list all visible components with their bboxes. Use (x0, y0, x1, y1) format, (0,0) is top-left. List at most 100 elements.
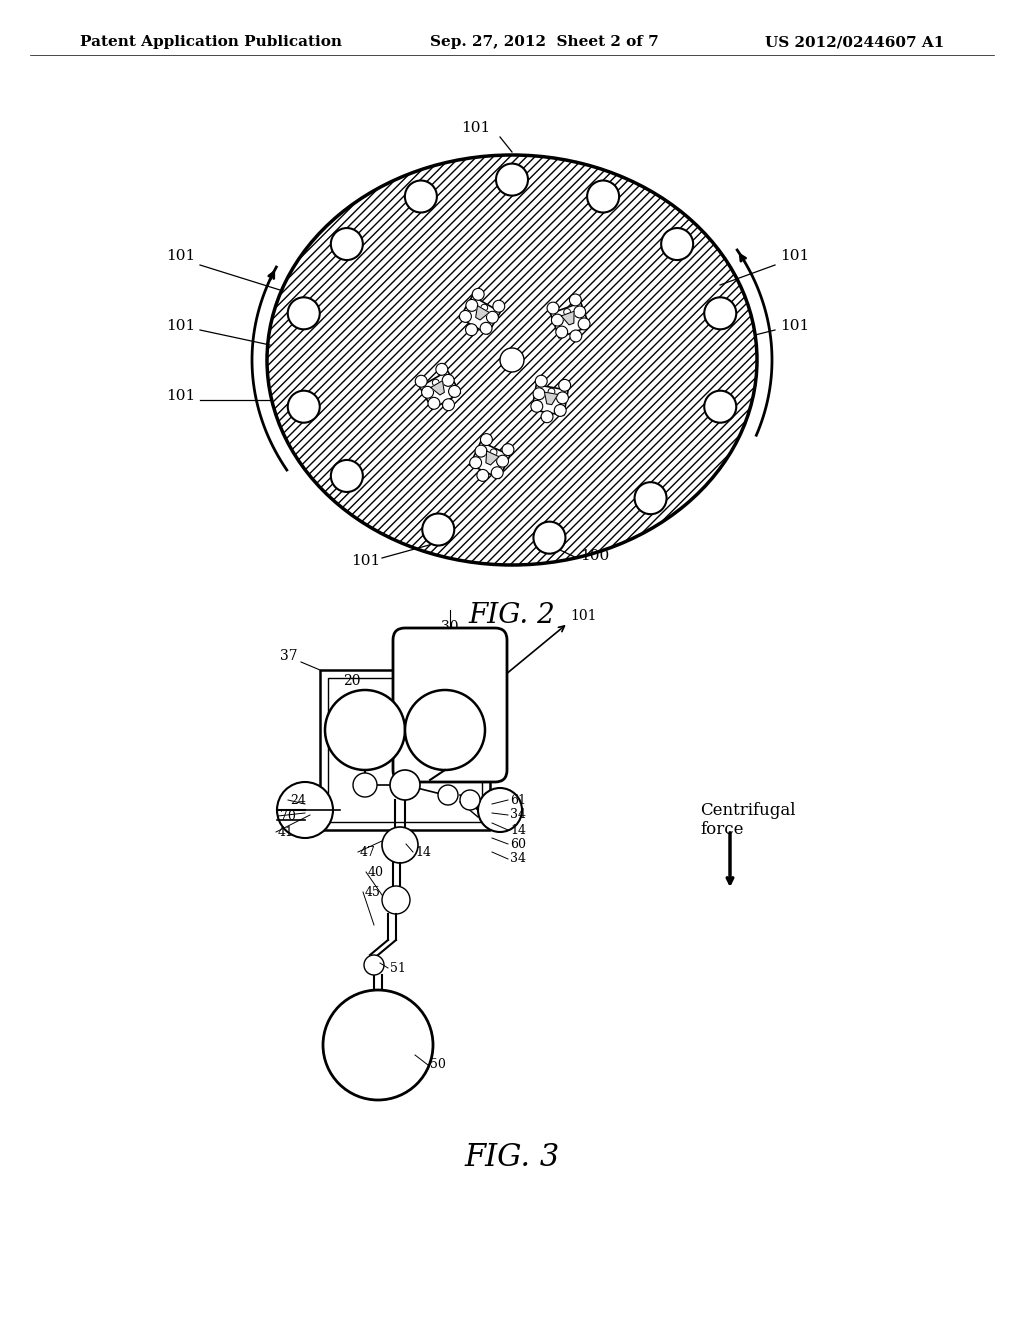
Circle shape (288, 297, 319, 329)
Text: 101: 101 (166, 389, 195, 403)
Circle shape (536, 375, 547, 387)
Circle shape (492, 467, 503, 479)
Polygon shape (486, 451, 499, 465)
Circle shape (480, 322, 492, 334)
Circle shape (422, 513, 455, 545)
Circle shape (476, 312, 483, 318)
Text: 41: 41 (278, 825, 294, 838)
Circle shape (548, 388, 555, 395)
Circle shape (563, 309, 570, 315)
Circle shape (559, 379, 570, 391)
Circle shape (480, 433, 493, 446)
Text: 61: 61 (510, 793, 526, 807)
Text: 70: 70 (280, 809, 296, 822)
Circle shape (551, 314, 563, 326)
Circle shape (466, 323, 477, 335)
Text: 51: 51 (390, 961, 406, 974)
Text: Centrifugal
force: Centrifugal force (700, 801, 796, 838)
Text: 101: 101 (461, 121, 490, 135)
Polygon shape (561, 312, 574, 325)
Circle shape (705, 391, 736, 422)
Circle shape (547, 396, 553, 404)
Circle shape (323, 990, 433, 1100)
Polygon shape (551, 302, 590, 338)
Text: 101: 101 (570, 609, 597, 623)
Text: 24: 24 (290, 793, 306, 807)
Circle shape (486, 312, 499, 323)
Polygon shape (460, 296, 501, 334)
Circle shape (325, 690, 406, 770)
Circle shape (406, 690, 485, 770)
Text: 50: 50 (430, 1059, 445, 1072)
Circle shape (331, 459, 362, 492)
Circle shape (472, 288, 484, 300)
Circle shape (556, 326, 567, 338)
Circle shape (635, 482, 667, 515)
Text: 30: 30 (441, 620, 459, 634)
Text: 20: 20 (343, 675, 360, 688)
Circle shape (554, 404, 566, 416)
Circle shape (416, 375, 427, 387)
Circle shape (428, 397, 440, 409)
Text: Sep. 27, 2012  Sheet 2 of 7: Sep. 27, 2012 Sheet 2 of 7 (430, 36, 658, 49)
Circle shape (442, 375, 454, 387)
FancyBboxPatch shape (393, 628, 507, 781)
Text: 34: 34 (510, 853, 526, 866)
Circle shape (502, 444, 514, 455)
Circle shape (534, 388, 545, 400)
Text: 14: 14 (415, 846, 431, 858)
Circle shape (573, 306, 586, 318)
Circle shape (382, 828, 418, 863)
Text: 37: 37 (281, 649, 298, 663)
Text: 101: 101 (166, 249, 195, 263)
Circle shape (470, 457, 481, 469)
Circle shape (486, 457, 494, 463)
Polygon shape (431, 380, 444, 395)
Circle shape (534, 521, 565, 553)
Circle shape (493, 300, 505, 312)
Circle shape (579, 318, 590, 330)
Circle shape (390, 770, 420, 800)
Circle shape (432, 379, 439, 385)
Text: 101: 101 (166, 319, 195, 333)
Circle shape (481, 304, 487, 312)
Circle shape (438, 785, 458, 805)
Text: US 2012/0244607 A1: US 2012/0244607 A1 (765, 36, 944, 49)
Text: 40: 40 (368, 866, 384, 879)
Circle shape (460, 310, 471, 322)
Circle shape (547, 302, 559, 314)
Circle shape (436, 387, 443, 393)
Circle shape (587, 181, 620, 213)
Circle shape (404, 181, 437, 213)
Polygon shape (531, 384, 568, 416)
Text: 14: 14 (510, 824, 526, 837)
Circle shape (466, 300, 478, 312)
Text: 34: 34 (510, 808, 526, 821)
Circle shape (331, 228, 362, 260)
Text: 60: 60 (510, 837, 526, 850)
Text: 100: 100 (580, 549, 609, 564)
Text: FIG. 3: FIG. 3 (464, 1142, 560, 1173)
Text: 10: 10 (436, 675, 454, 688)
Circle shape (442, 399, 455, 411)
Circle shape (556, 392, 568, 404)
Circle shape (497, 455, 509, 467)
Circle shape (490, 449, 497, 455)
Text: Patent Application Publication: Patent Application Publication (80, 36, 342, 49)
Text: 45: 45 (365, 886, 381, 899)
Circle shape (278, 781, 333, 838)
Text: 101: 101 (780, 319, 809, 333)
Circle shape (530, 400, 543, 412)
Circle shape (353, 774, 377, 797)
Circle shape (566, 317, 573, 323)
Circle shape (662, 228, 693, 260)
Circle shape (460, 789, 480, 810)
Text: 47: 47 (360, 846, 376, 858)
Circle shape (382, 886, 410, 913)
Circle shape (500, 348, 524, 372)
Circle shape (496, 164, 528, 195)
Circle shape (570, 330, 582, 342)
Polygon shape (476, 306, 489, 319)
Circle shape (436, 363, 447, 375)
Circle shape (478, 788, 522, 832)
